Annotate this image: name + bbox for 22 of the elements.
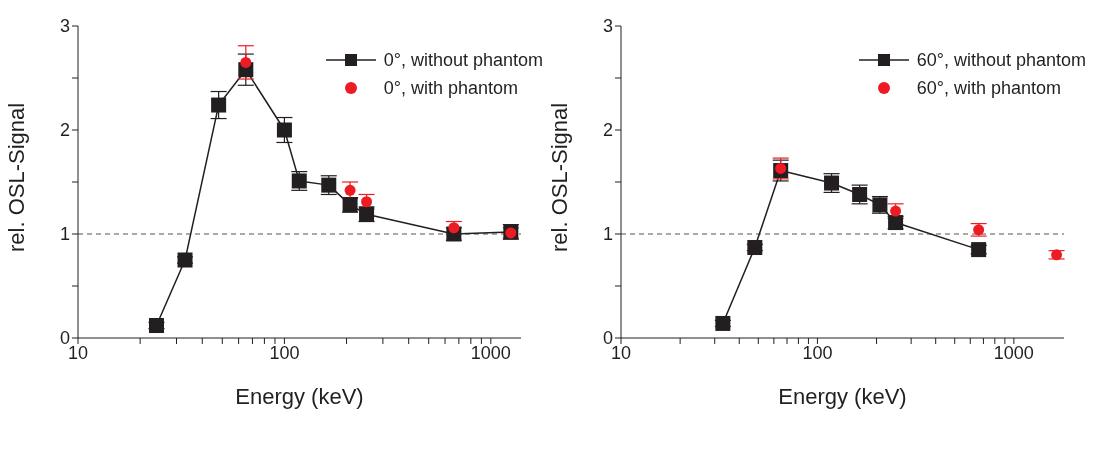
x-tick-label: 1000: [470, 342, 511, 363]
y-tick-label: 0: [602, 328, 613, 349]
y-tick-label: 2: [59, 120, 70, 141]
x-tick-label: 10: [67, 342, 89, 363]
legend-label: 0°, with phantom: [383, 77, 518, 99]
x-tick-label: 100: [802, 342, 833, 363]
y-tick-label: 0: [59, 328, 70, 349]
x-axis-title: Energy (keV): [235, 384, 364, 409]
y-axis-title: rel. OSL-Signal: [546, 102, 572, 252]
legend-label: 0°, without phantom: [383, 49, 543, 71]
y-axis-title: rel. OSL-Signal: [3, 102, 29, 252]
y-tick-label: 1: [59, 224, 70, 245]
legend-label: 60°, without phantom: [916, 49, 1086, 71]
x-tick-label: 100: [269, 342, 300, 363]
legend-label: 60°, with phantom: [916, 77, 1061, 99]
y-tick-label: 2: [602, 120, 613, 141]
y-tick-label: 3: [602, 16, 613, 37]
y-tick-label: 3: [59, 16, 70, 37]
x-tick-label: 10: [610, 342, 632, 363]
x-axis-title: Energy (keV): [778, 384, 907, 409]
y-tick-label: 1: [602, 224, 613, 245]
x-tick-label: 1000: [993, 342, 1034, 363]
